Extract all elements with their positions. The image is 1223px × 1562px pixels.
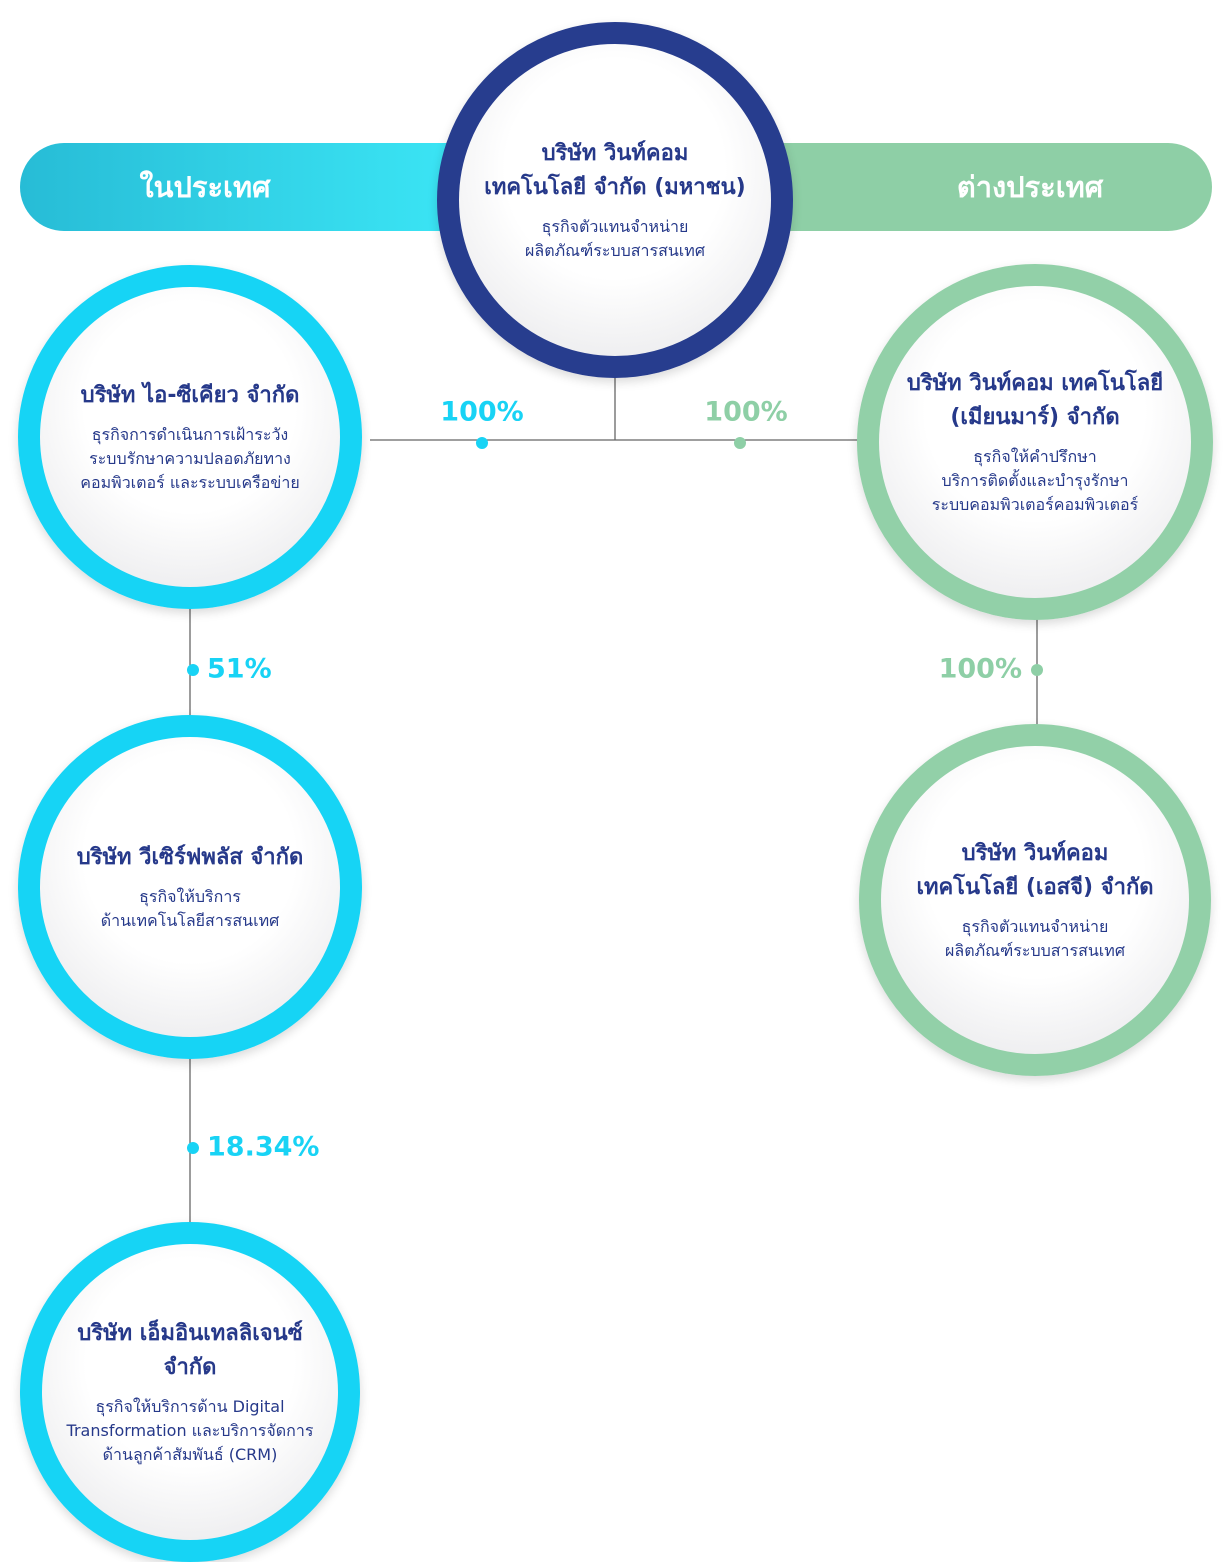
title-line: บริษัท ไอ-ซีเคียว จำกัด xyxy=(80,383,300,408)
header-text: ต่างประเทศ xyxy=(956,170,1104,204)
title-line: เทคโนโลยี (เอสจี) จำกัด xyxy=(916,875,1154,900)
description-line: ผลิตภัณฑ์ระบบสารสนเทศ xyxy=(525,241,705,260)
company-title: บริษัท เอ็มอินเทลลิเจนซ์จำกัด xyxy=(77,1317,302,1385)
description-line: ธุรกิจตัวแทนจำหน่าย xyxy=(961,917,1109,936)
title-line: บริษัท วินท์คอม เทคโนโลยี xyxy=(906,371,1164,396)
description-line: Transformation และบริการจัดการ xyxy=(66,1421,314,1440)
company-description: ธุรกิจตัวแทนจำหน่ายผลิตภัณฑ์ระบบสารสนเทศ xyxy=(525,215,705,263)
description-line: คอมพิวเตอร์ และระบบเครือข่าย xyxy=(80,473,300,492)
header-text: ในประเทศ xyxy=(139,170,271,204)
company-node: บริษัท วินท์คอมเทคโนโลยี (เอสจี) จำกัดธุ… xyxy=(859,724,1211,1076)
company-description: ธุรกิจให้บริการด้านเทคโนโลยีสารสนเทศ xyxy=(101,885,280,933)
ownership-label: 18.34% xyxy=(207,1132,319,1163)
company-description: ธุรกิจการดำเนินการเฝ้าระวังระบบรักษาความ… xyxy=(80,423,299,495)
description-line: ด้านเทคโนโลยีสารสนเทศ xyxy=(100,911,280,930)
dot xyxy=(734,437,746,449)
company-title: บริษัท วินท์คอมเทคโนโลยี (เอสจี) จำกัด xyxy=(916,837,1153,905)
company-node: บริษัท วีเซิร์ฟพลัส จำกัดธุรกิจให้บริการ… xyxy=(18,715,362,1059)
company-title: บริษัท วินท์คอม เทคโนโลยี (เมียนมาร์) จำก… xyxy=(907,367,1163,435)
description-line: ระบบรักษาความปลอดภัยทาง xyxy=(89,449,291,468)
company-node: บริษัท ไอ-ซีเคียว จำกัดธุรกิจการดำเนินกา… xyxy=(18,265,362,609)
description-line: ธุรกิจตัวแทนจำหน่าย xyxy=(541,217,689,236)
dot xyxy=(187,1142,199,1154)
company-title: บริษัท ไอ-ซีเคียว จำกัด xyxy=(81,379,300,413)
description-line: ธุรกิจการดำเนินการเฝ้าระวัง xyxy=(91,425,289,444)
company-node: บริษัท วินท์คอม เทคโนโลยี (เมียนมาร์) จำก… xyxy=(857,264,1213,620)
description-line: บริการติดตั้งและบำรุงรักษา xyxy=(941,471,1129,490)
title-line: จำกัด xyxy=(163,1355,217,1380)
description-line: ผลิตภัณฑ์ระบบสารสนเทศ xyxy=(945,941,1125,960)
domestic-header: ในประเทศ xyxy=(20,143,500,231)
dot xyxy=(476,437,488,449)
company-title: บริษัท วีเซิร์ฟพลัส จำกัด xyxy=(77,841,304,875)
company-title: บริษัท วินท์คอมเทคโนโลยี จำกัด (มหาชน) xyxy=(484,137,745,205)
ownership-label: 51% xyxy=(207,654,272,685)
dot xyxy=(1031,664,1043,676)
description-line: ธุรกิจให้บริการด้าน Digital xyxy=(95,1397,285,1416)
company-description: ธุรกิจให้คำปรึกษาบริการติดตั้งและบำรุงรั… xyxy=(932,445,1138,517)
ownership-label: 100% xyxy=(704,397,787,428)
company-description: ธุรกิจตัวแทนจำหน่ายผลิตภัณฑ์ระบบสารสนเทศ xyxy=(945,915,1125,963)
title-line: บริษัท วีเซิร์ฟพลัส จำกัด xyxy=(76,845,304,870)
company-node: บริษัท วินท์คอมเทคโนโลยี จำกัด (มหาชน) ธุ… xyxy=(437,22,793,378)
description-line: ธุรกิจให้คำปรึกษา xyxy=(973,447,1097,466)
company-node: บริษัท เอ็มอินเทลลิเจนซ์จำกัดธุรกิจให้บร… xyxy=(20,1222,360,1562)
ownership-label: 100% xyxy=(440,397,523,428)
title-line: บริษัท เอ็มอินเทลลิเจนซ์ xyxy=(77,1321,303,1346)
title-line: บริษัท วินท์คอม xyxy=(541,141,689,166)
title-line: บริษัท วินท์คอม xyxy=(961,841,1109,866)
ownership-label: 100% xyxy=(939,654,1022,685)
dot xyxy=(187,664,199,676)
description-line: ระบบคอมพิวเตอร์คอมพิวเตอร์ xyxy=(931,495,1139,514)
description-line: ด้านลูกค้าสัมพันธ์ (CRM) xyxy=(102,1445,278,1464)
overseas-header: ต่างประเทศ xyxy=(725,143,1212,231)
description-line: ธุรกิจให้บริการ xyxy=(139,887,241,906)
company-description: ธุรกิจให้บริการด้าน Digital Transformatio… xyxy=(67,1395,314,1467)
title-line: เทคโนโลยี จำกัด (มหาชน) xyxy=(484,175,746,200)
title-line: (เมียนมาร์) จำกัด xyxy=(950,405,1120,430)
